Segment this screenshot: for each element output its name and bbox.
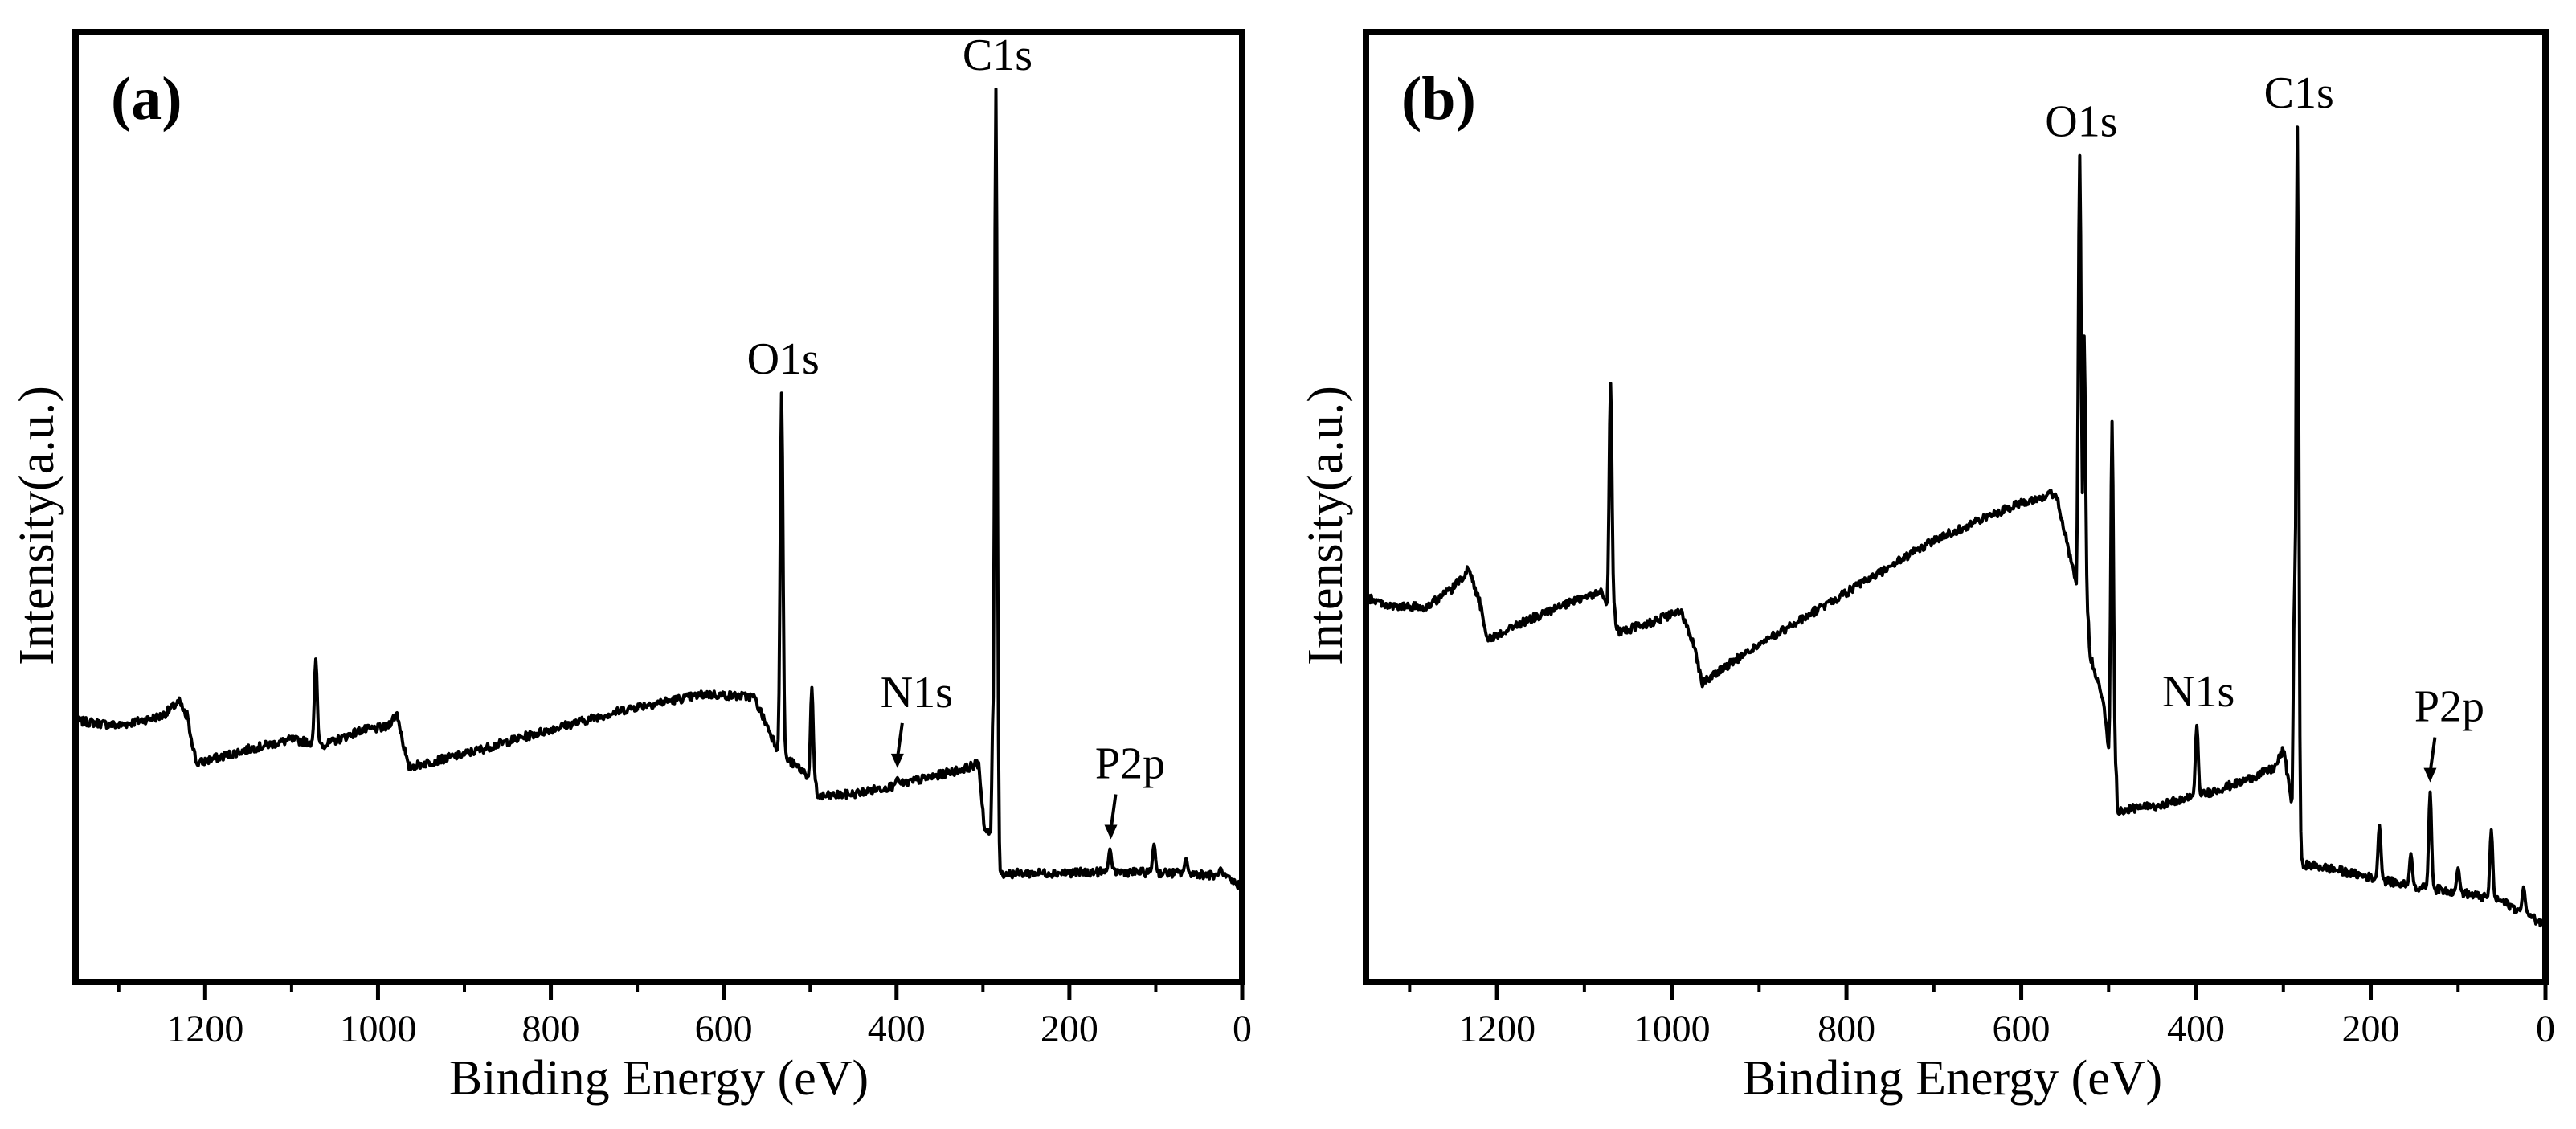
panel-a-x-tick-labels: 1200 1000 800 600 400 200 0 (166, 1008, 1252, 1050)
panel-b-label: (b) (1401, 65, 1476, 133)
peak-annotation-n1s: N1s (881, 668, 953, 768)
panel-a-peak-annotations: C1s O1s N1s P2p (747, 31, 1165, 840)
peak-annotation-n1s: N1s (2162, 667, 2235, 717)
x-tick-label: 600 (1993, 1008, 2051, 1050)
x-tick-label: 1000 (1634, 1008, 1711, 1050)
panel-a-x-ticks (117, 982, 1245, 1000)
panel-a-frame (72, 29, 1245, 985)
panel-b-spectrum-line (1364, 125, 2547, 930)
x-tick-label: 0 (2536, 1008, 2555, 1050)
panel-b-x-tick-labels: 1200 1000 800 600 400 200 0 (1458, 1008, 2555, 1050)
peak-annotation-o1s: O1s (2045, 97, 2117, 147)
panel-b-x-axis-label: Binding Energy (eV) (1743, 1051, 2162, 1106)
x-tick-label: 1200 (166, 1008, 243, 1050)
peak-annotation-p2p: P2p (2414, 682, 2484, 783)
panel-b-y-axis-label: Intensity(a.u.) (1298, 386, 1353, 665)
panel-b: 1200 1000 800 600 400 200 0 (b) Binding Energy… (1298, 29, 2555, 1106)
x-tick-label: 800 (1818, 1008, 1875, 1050)
peak-arrow-line (895, 722, 904, 759)
peak-arrow-head (2423, 767, 2437, 783)
peak-arrow-head (890, 753, 904, 768)
panel-a-y-axis-label: Intensity(a.u.) (10, 386, 64, 665)
panel-b-frame (1363, 29, 2549, 985)
peak-arrow-line (1109, 794, 1118, 830)
panel-a-x-axis-label: Binding Energy (eV) (449, 1051, 869, 1106)
peak-label: N1s (881, 668, 953, 718)
x-tick-label: 600 (695, 1008, 753, 1050)
peak-annotation-o1s: O1s (747, 334, 820, 384)
panel-b-x-ticks (1408, 982, 2548, 1000)
x-tick-label: 0 (1233, 1008, 1252, 1050)
panel-a: 1200 1000 800 600 400 200 0 (a) Binding Energy… (10, 29, 1252, 1106)
x-tick-label: 200 (1041, 1008, 1098, 1050)
peak-annotation-c1s: C1s (2264, 68, 2334, 118)
panel-a-label: (a) (111, 65, 182, 133)
peak-label: P2p (2414, 682, 2484, 732)
peak-label: C1s (2264, 68, 2334, 118)
x-tick-label: 400 (2167, 1008, 2225, 1050)
panel-a-spectrum-line (74, 87, 1244, 892)
peak-label: C1s (963, 31, 1032, 80)
x-tick-label: 1200 (1458, 1008, 1535, 1050)
peak-label: N1s (2162, 667, 2235, 717)
peak-label: P2p (1095, 739, 1165, 789)
x-tick-label: 400 (868, 1008, 926, 1050)
peak-arrow-line (2428, 737, 2437, 773)
peak-label: O1s (747, 334, 820, 384)
peak-annotation-c1s: C1s (963, 31, 1032, 80)
x-tick-label: 800 (522, 1008, 580, 1050)
peak-arrow-head (1104, 824, 1118, 840)
peak-annotation-p2p: P2p (1095, 739, 1165, 840)
panel-b-peak-annotations: C1s O1s N1s P2p (2045, 68, 2484, 783)
x-tick-label: 200 (2342, 1008, 2400, 1050)
peak-label: O1s (2045, 97, 2117, 147)
x-tick-label: 1000 (339, 1008, 416, 1050)
